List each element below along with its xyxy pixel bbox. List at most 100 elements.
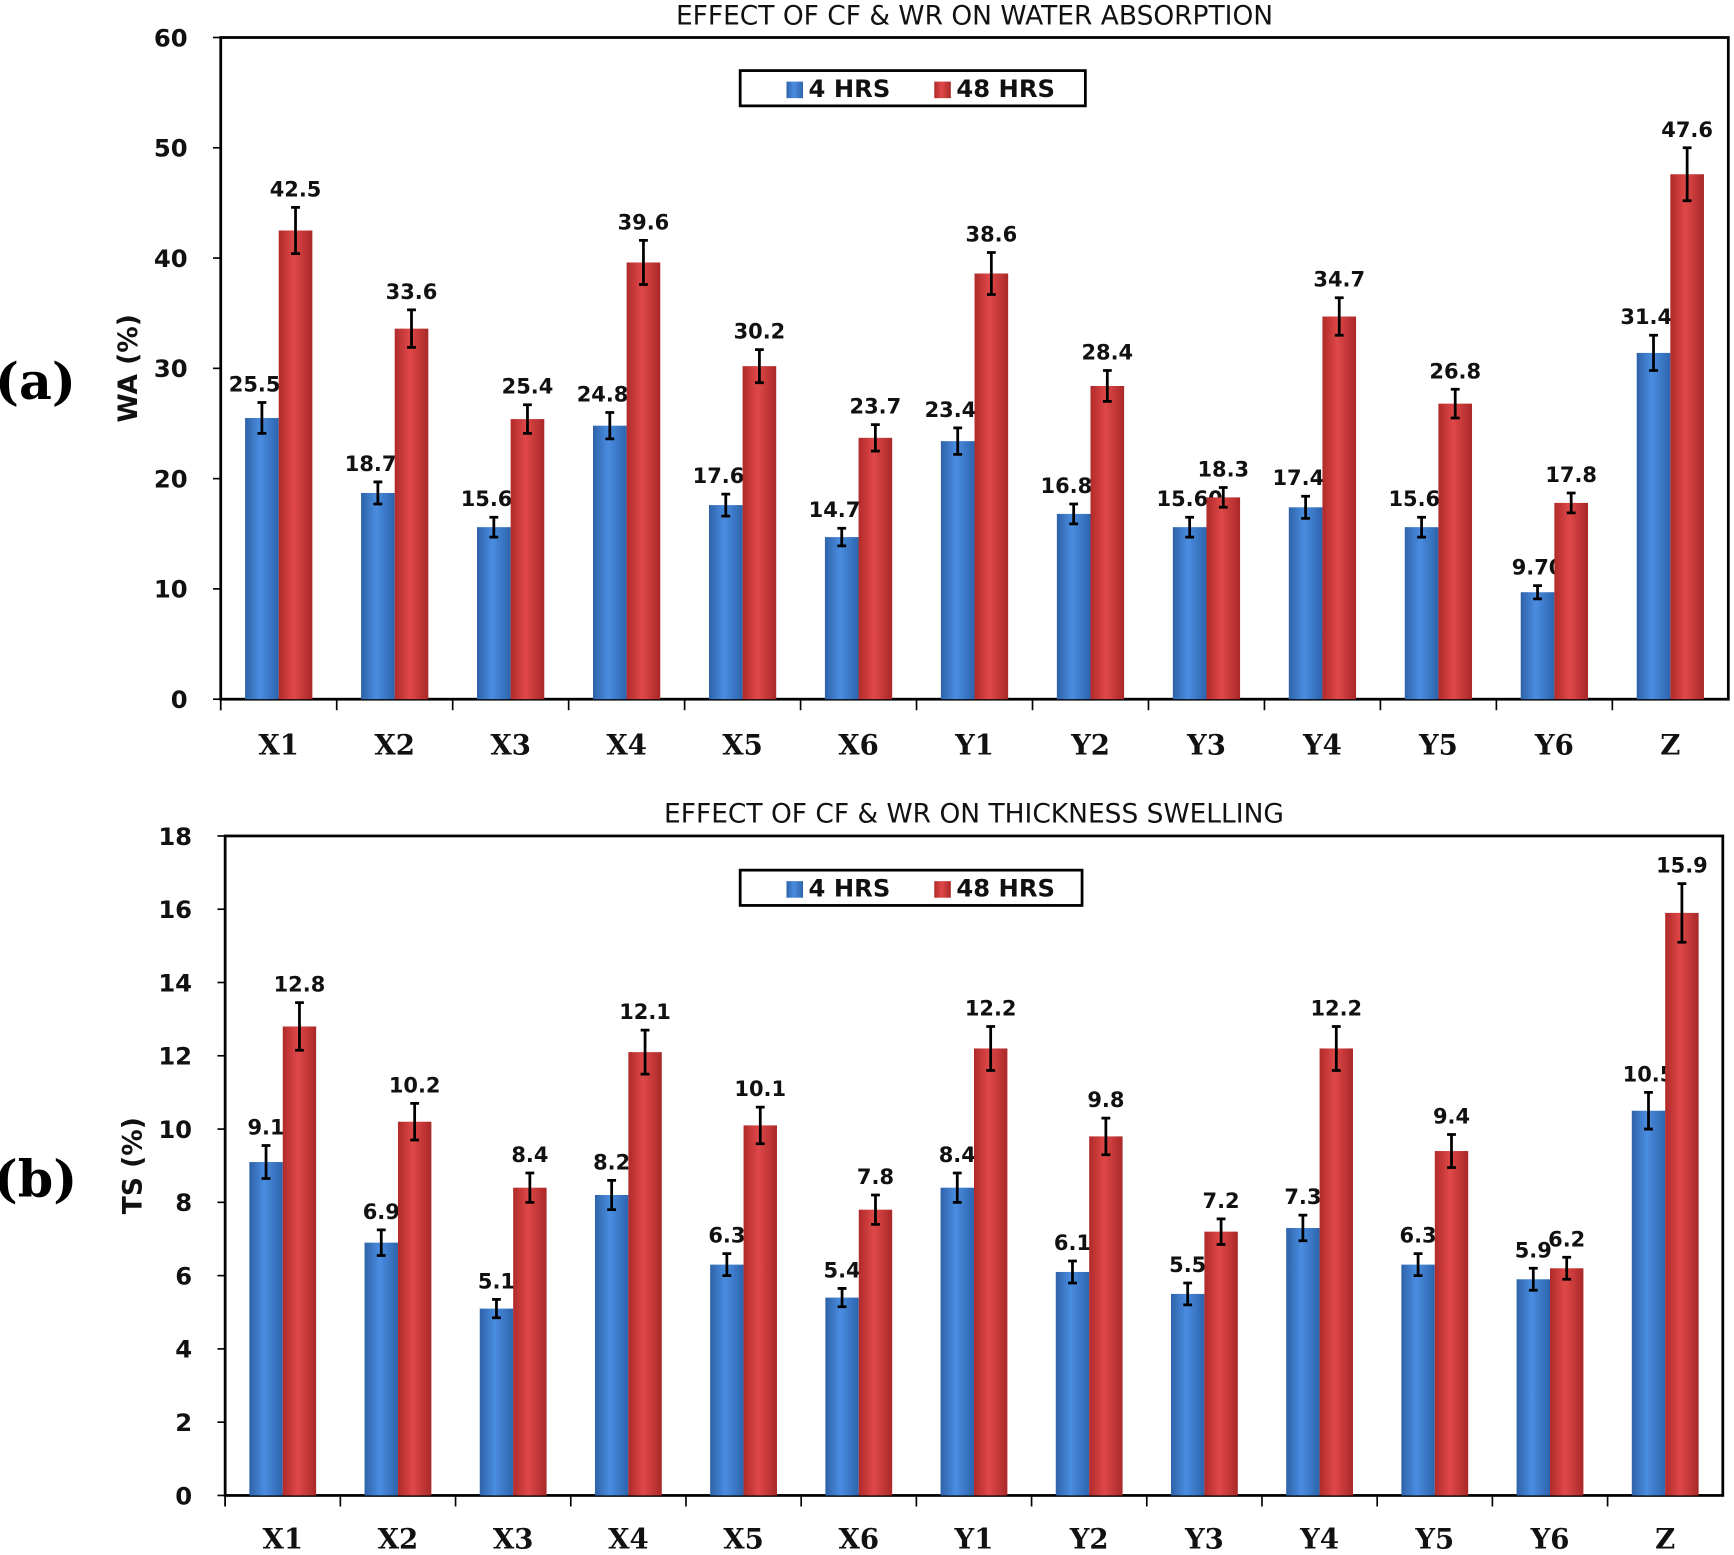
error-bar <box>376 1228 386 1257</box>
error-bar <box>1447 1133 1456 1169</box>
error-bar <box>1185 515 1195 539</box>
x-tick-label: Y6 <box>1534 728 1574 761</box>
data-label: 7.8 <box>857 1165 894 1189</box>
data-label: 12.8 <box>274 973 326 997</box>
error-bar <box>754 348 764 385</box>
error-bar <box>525 1171 535 1204</box>
x-tick-label: X2 <box>378 1522 419 1555</box>
data-label: 8.2 <box>593 1150 630 1174</box>
bar-48hrs <box>858 437 893 700</box>
thickness-swelling-chart: EFFECT OF CF & WR ON THICKNESS SWELLING (… <box>0 799 1725 1555</box>
bar-48hrs <box>1090 385 1125 700</box>
x-tick-label: Y1 <box>954 728 994 761</box>
error-bar <box>523 403 532 435</box>
y-tick-label: 30 <box>154 354 188 383</box>
error-bar <box>1101 1116 1111 1157</box>
bar-4hrs <box>1520 592 1555 700</box>
data-label: 6.3 <box>1400 1224 1437 1248</box>
error-bar <box>871 1193 880 1226</box>
error-bar <box>1677 882 1687 944</box>
x-tick-label: Y3 <box>1184 1522 1224 1555</box>
error-bar <box>605 411 615 441</box>
bar-48hrs <box>394 328 429 700</box>
legend-swatch-4hrs <box>786 81 804 99</box>
bar-4hrs <box>1288 507 1323 700</box>
bar-48hrs <box>282 1026 317 1496</box>
panel-label: (a) <box>0 351 76 411</box>
error-bar <box>1413 1252 1423 1277</box>
bar-4hrs <box>1636 352 1671 700</box>
bar-48hrs <box>858 1209 893 1496</box>
data-label: 5.1 <box>478 1269 515 1293</box>
chart-title: EFFECT OF CF & WR ON THICKNESS SWELLING <box>664 799 1284 830</box>
data-label: 8.4 <box>939 1143 976 1167</box>
data-label: 7.3 <box>1284 1185 1321 1209</box>
error-bar <box>1450 387 1460 420</box>
bar-4hrs <box>1401 1264 1435 1496</box>
bar-48hrs <box>513 1187 547 1496</box>
x-tick-label: Y5 <box>1414 1522 1454 1555</box>
y-tick-label: 40 <box>154 244 188 273</box>
bar-48hrs <box>1434 1151 1469 1496</box>
data-label: 9.8 <box>1087 1088 1124 1112</box>
bar-4hrs <box>477 527 511 700</box>
error-bar <box>1334 296 1344 337</box>
error-bar <box>1068 1259 1077 1285</box>
data-label: 30.2 <box>734 320 786 344</box>
data-label: 10.1 <box>734 1077 786 1101</box>
x-tick-label: Z <box>1660 728 1680 761</box>
data-label: 5.4 <box>824 1258 861 1282</box>
error-bar <box>1301 494 1311 520</box>
bar-48hrs <box>1089 1136 1123 1496</box>
data-label: 15.9 <box>1656 854 1708 878</box>
bar-4hrs <box>940 441 975 700</box>
error-bar <box>1331 1025 1341 1072</box>
bar-48hrs <box>278 230 313 700</box>
data-label: 47.6 <box>1661 118 1713 142</box>
y-tick-label: 4 <box>175 1335 192 1364</box>
y-tick-label: 20 <box>154 464 188 493</box>
error-bar <box>1649 333 1658 372</box>
x-tick-label: X5 <box>723 1522 764 1555</box>
data-label: 9.4 <box>1433 1105 1470 1129</box>
legend-swatch-48hrs <box>934 881 951 898</box>
y-tick-label: 16 <box>158 895 192 924</box>
y-tick-label: 6 <box>175 1261 192 1290</box>
data-label: 23.7 <box>850 395 902 419</box>
bar-4hrs <box>1170 1293 1205 1496</box>
error-bar <box>953 426 963 456</box>
y-tick-label: 50 <box>154 134 188 163</box>
data-label: 38.6 <box>966 223 1018 247</box>
error-bar <box>1562 1255 1572 1281</box>
error-bar <box>291 205 300 256</box>
error-bar <box>837 526 847 548</box>
bar-4hrs <box>708 505 743 700</box>
error-bar <box>1298 1213 1308 1243</box>
legend-label-4hrs: 4 HRS <box>809 74 891 103</box>
data-label: 6.3 <box>708 1224 745 1248</box>
x-tick-label: X6 <box>838 1522 879 1555</box>
bar-4hrs <box>1404 527 1439 700</box>
y-tick-label: 0 <box>175 1481 192 1510</box>
bar-48hrs <box>510 419 545 700</box>
panel-label: (b) <box>0 1149 77 1209</box>
bar-4hrs <box>249 1162 283 1496</box>
y-tick-label: 0 <box>171 685 188 714</box>
y-tick-label: 8 <box>175 1188 192 1217</box>
error-bar <box>1417 515 1426 539</box>
error-bar <box>607 1178 617 1212</box>
error-bar <box>755 1105 765 1146</box>
data-label: 12.2 <box>965 996 1017 1020</box>
y-tick-label: 18 <box>158 822 192 851</box>
x-tick-label: X4 <box>606 728 647 761</box>
y-tick-label: 10 <box>154 575 188 604</box>
data-label: 5.5 <box>1169 1253 1206 1277</box>
bar-48hrs <box>397 1121 432 1496</box>
y-tick-label: 14 <box>158 968 192 997</box>
data-label: 42.5 <box>270 177 322 201</box>
bar-4hrs <box>479 1308 514 1496</box>
error-bar <box>1216 1217 1226 1246</box>
error-bar <box>257 401 267 435</box>
x-tick-label: Y2 <box>1069 1522 1109 1555</box>
